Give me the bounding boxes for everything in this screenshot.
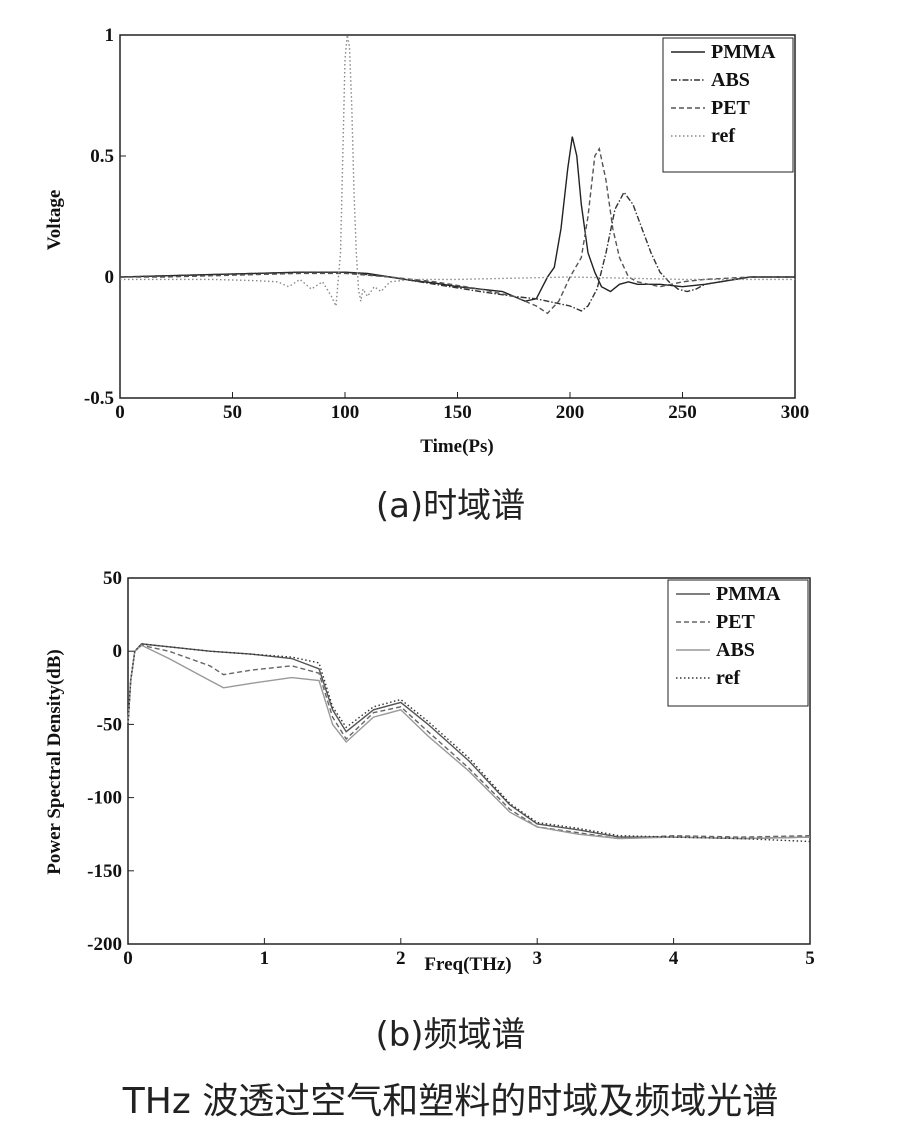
legend-box (662, 37, 794, 173)
y-axis-label: Voltage (44, 190, 65, 251)
series-line-abs (119, 190, 795, 312)
x-tick-label: 2 (396, 948, 406, 969)
y-tick-label: 0 (105, 267, 115, 288)
y-axis-label: Power Spectral Density(dB) (44, 649, 65, 875)
x-tick-label: 4 (669, 948, 679, 969)
x-tick-label: 200 (556, 402, 585, 423)
frequency-domain-chart: 0 1 2 3 4 5 -200 -150 -100 -50 0 50 Freq(THz) Power… (44, 568, 815, 975)
x-tick-label: 300 (781, 402, 810, 423)
legend-label-abs: ABS (711, 69, 750, 91)
y-tick-label: 50 (103, 568, 122, 589)
y-tick-label: 0.5 (90, 146, 114, 167)
figure-title: THz 波透过空气和塑料的时域及频域光谱 (122, 1081, 779, 1122)
legend-label-abs: ABS (716, 639, 755, 661)
y-tick-label: -0.5 (84, 388, 114, 409)
plot-marks (127, 577, 811, 945)
x-tick-label: 0 (115, 402, 125, 423)
y-tick-label: -50 (97, 714, 122, 735)
legend-label-ref: ref (711, 125, 735, 147)
plot-frame (127, 577, 811, 945)
legend-label-pet: PET (716, 611, 756, 633)
y-tick-label: 1 (105, 25, 115, 46)
series-line-ref (127, 643, 811, 843)
time-domain-chart: 0 50 100 150 200 250 300-0.500.51 Time(Ps) Vol… (44, 25, 809, 457)
x-tick-label: 150 (443, 402, 472, 423)
y-tick-label: -100 (87, 788, 122, 809)
legend-label-pmma: PMMA (716, 583, 781, 605)
caption-a: (a)时域谱 (375, 486, 526, 526)
plot-marks (119, 34, 796, 399)
caption-b: (b)频域谱 (375, 1015, 526, 1055)
x-axis-label: Time(Ps) (420, 436, 494, 457)
x-tick-label: 0 (123, 948, 133, 969)
x-tick-label: 1 (260, 948, 270, 969)
series-line-pet (127, 644, 811, 840)
legend-label-pet: PET (711, 97, 751, 119)
series-line-pet (120, 146, 795, 315)
x-axis-label: Freq(THz) (424, 954, 511, 975)
legend: PMMA ABS PET ref (662, 37, 794, 173)
y-tick-label: 0 (113, 641, 123, 662)
legend-label-pmma: PMMA (711, 41, 776, 63)
x-tick-label: 3 (532, 948, 542, 969)
x-tick-label: 50 (223, 402, 242, 423)
series-line-pmma (119, 136, 795, 302)
legend: PMMA PET ABS ref (667, 579, 809, 707)
x-tick-label: 5 (805, 948, 815, 969)
x-tick-label: 250 (668, 402, 697, 423)
y-tick-label: -150 (87, 861, 122, 882)
legend-box (667, 579, 809, 707)
tick-labels: 0 50 100 150 200 250 300-0.500.51 (84, 25, 809, 423)
series-line-abs (127, 644, 811, 840)
tick-labels: 0 1 2 3 4 5 -200 -150 -100 -50 0 50 (87, 568, 815, 969)
legend-label-ref: ref (716, 667, 740, 689)
x-tick-label: 100 (331, 402, 360, 423)
y-tick-label: -200 (87, 934, 122, 955)
